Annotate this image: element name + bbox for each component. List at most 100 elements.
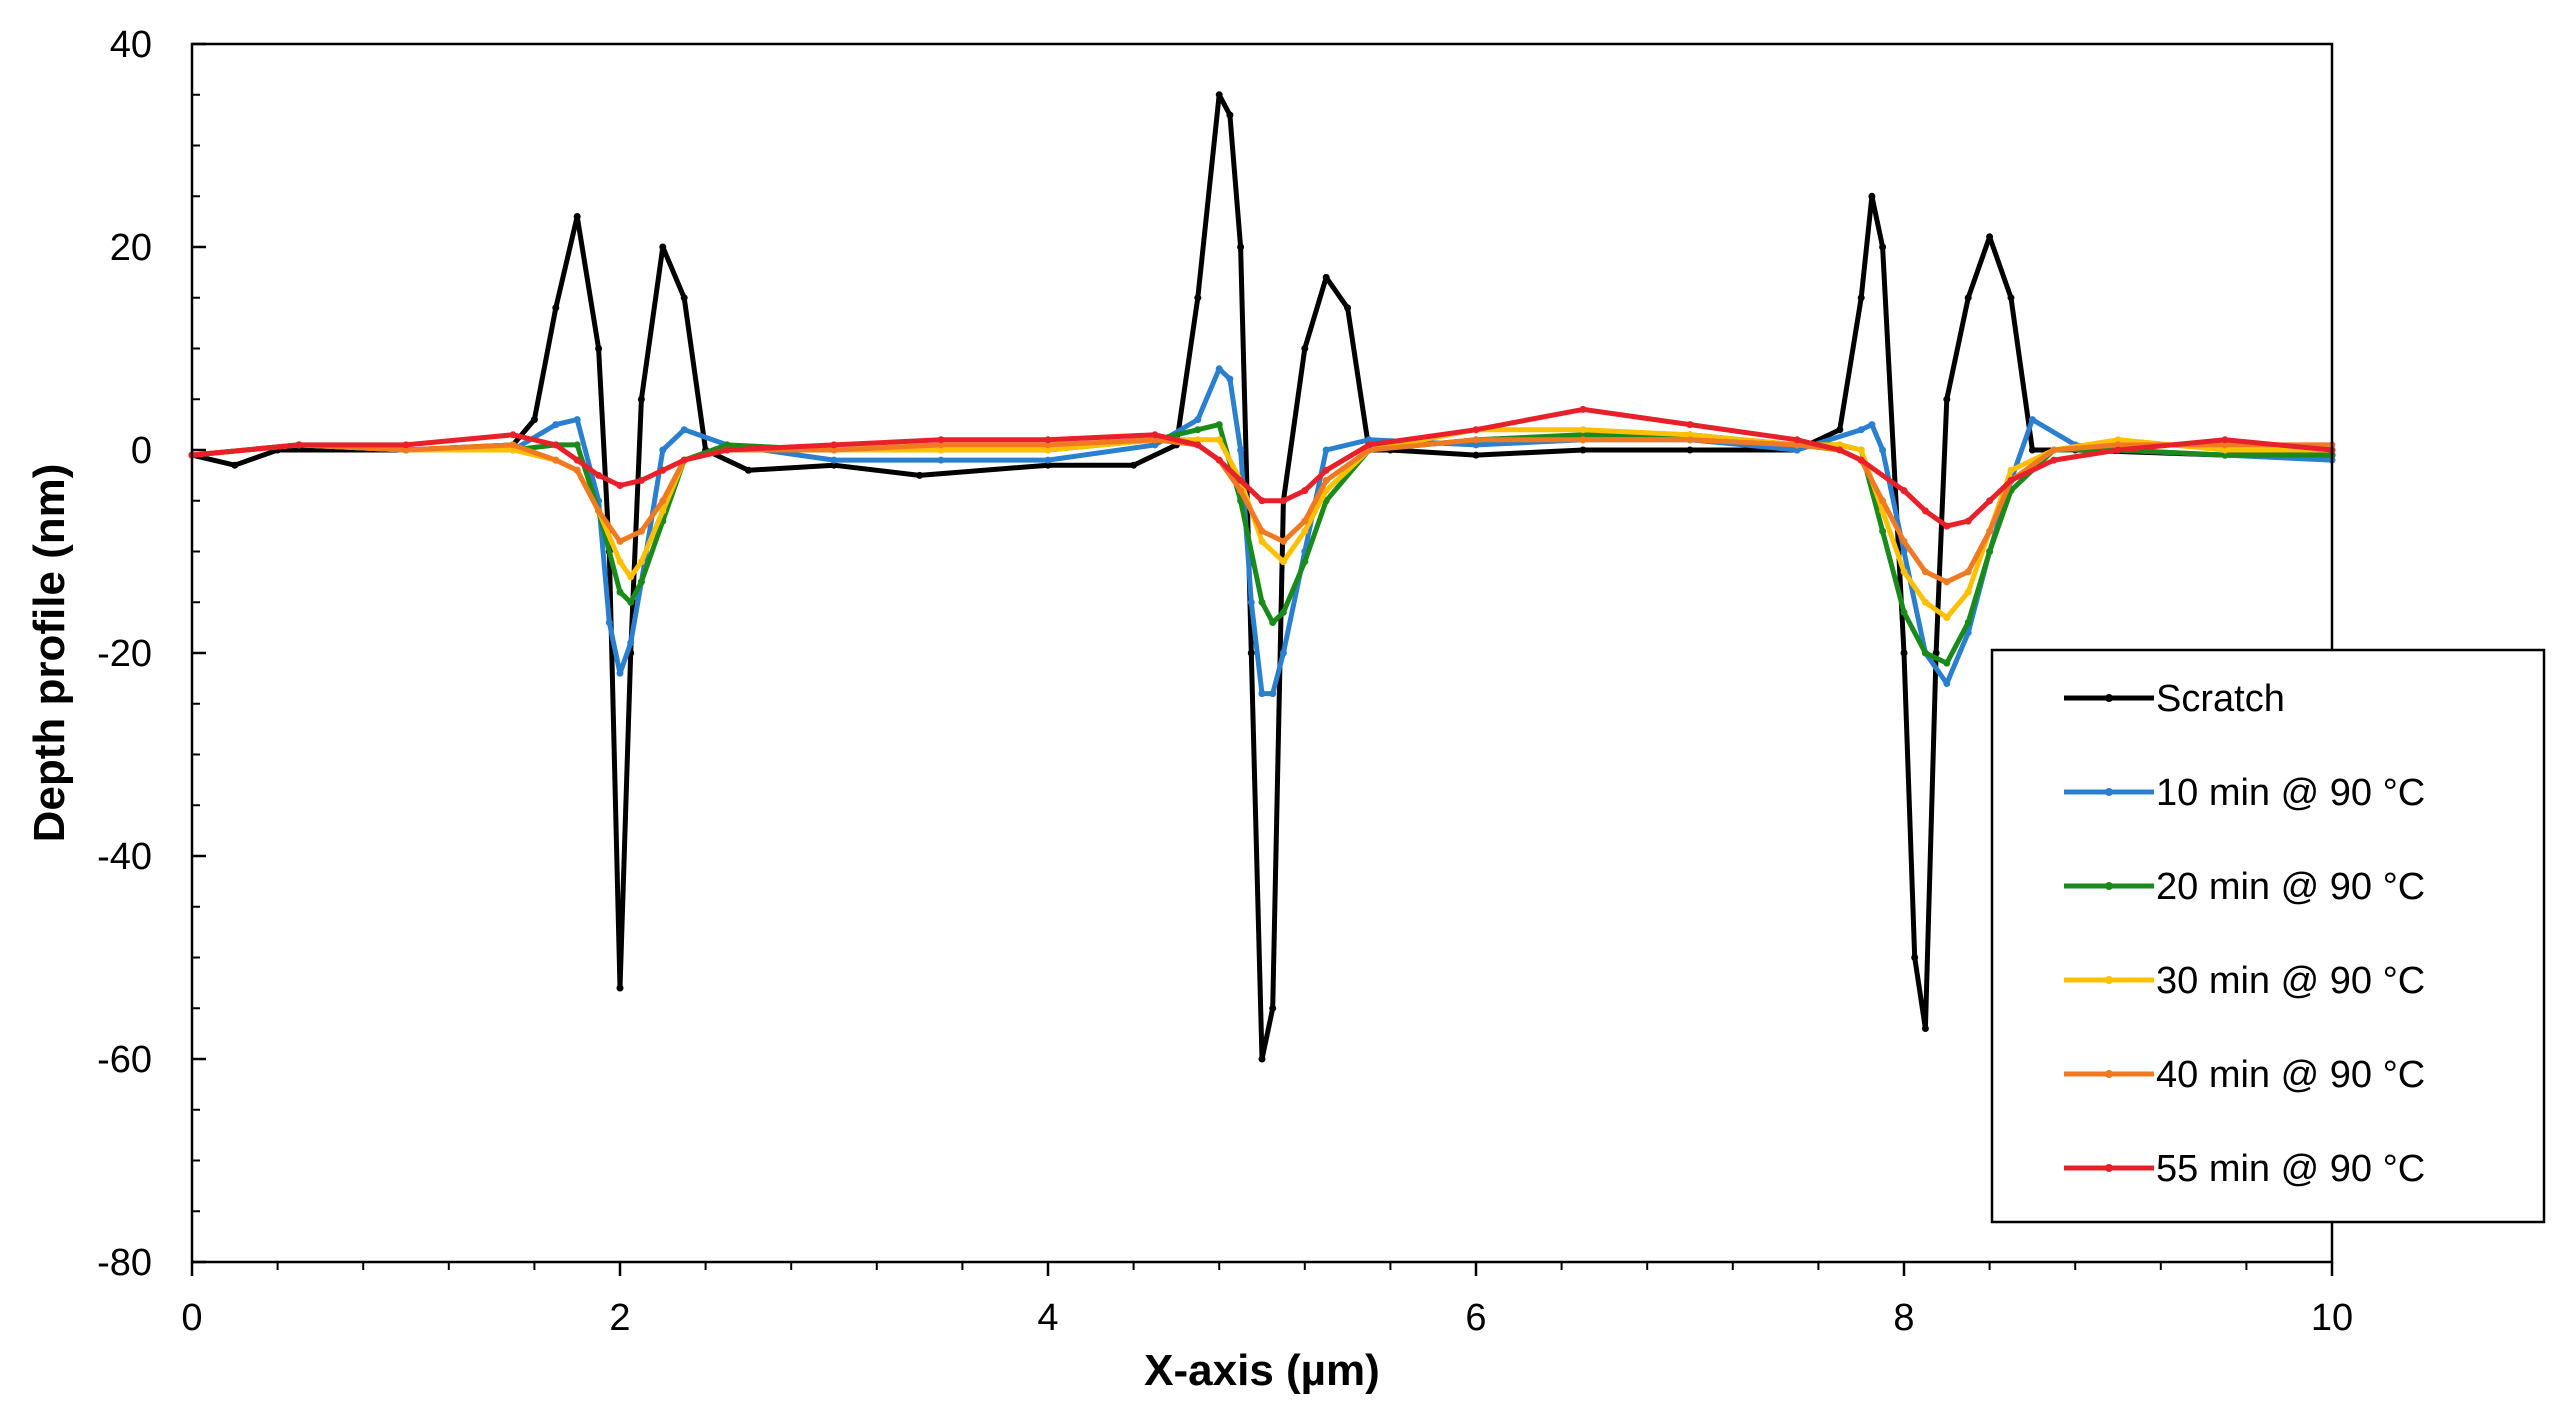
data-point xyxy=(573,416,581,424)
data-point xyxy=(637,578,645,586)
data-point xyxy=(1322,466,1330,474)
x-tick-label: 10 xyxy=(2311,1297,2353,1339)
data-point xyxy=(1472,426,1480,434)
data-point xyxy=(1579,405,1587,413)
data-point xyxy=(1943,522,1951,530)
data-point xyxy=(1943,680,1951,687)
data-point xyxy=(1044,456,1052,464)
data-point xyxy=(1921,649,1929,657)
data-point xyxy=(1044,441,1052,449)
data-point xyxy=(1964,294,1972,302)
legend-marker xyxy=(2105,694,2113,702)
data-point xyxy=(1579,446,1587,454)
data-point xyxy=(1879,497,1887,505)
x-axis-ticks: 0 2 4 6 8 10 xyxy=(181,1262,2353,1339)
data-point xyxy=(1943,395,1951,403)
data-point xyxy=(1879,446,1887,454)
data-point xyxy=(1793,441,1801,449)
data-point xyxy=(2221,436,2229,444)
y-tick-label: 0 xyxy=(131,430,152,472)
data-point xyxy=(1686,431,1694,439)
data-point xyxy=(1258,527,1266,535)
legend-label: 40 min @ 90 °C xyxy=(2156,1054,2425,1096)
data-point xyxy=(1879,527,1887,535)
data-point xyxy=(1258,1055,1266,1063)
data-point xyxy=(916,471,924,479)
legend-box xyxy=(1990,648,2546,1224)
data-point xyxy=(1793,436,1801,444)
legend-label: 10 min @ 90 °C xyxy=(2156,772,2425,814)
data-point xyxy=(1151,441,1159,449)
data-point xyxy=(659,507,667,515)
data-point xyxy=(1900,649,1908,657)
data-point xyxy=(573,466,581,474)
data-point xyxy=(1868,421,1876,429)
data-point xyxy=(530,416,538,424)
x-tick-label: 0 xyxy=(181,1297,202,1339)
legend-label: 20 min @ 90 °C xyxy=(2156,866,2425,908)
data-point xyxy=(1301,558,1309,566)
data-point xyxy=(1472,436,1480,444)
data-point xyxy=(509,431,517,439)
data-point xyxy=(659,243,667,251)
legend-item: 40 min @ 90 °C xyxy=(2064,1054,2425,1096)
data-point xyxy=(1857,426,1865,434)
data-point xyxy=(1879,243,1887,251)
data-point xyxy=(637,395,645,403)
data-point xyxy=(830,441,838,449)
y-tick-label: 40 xyxy=(110,24,152,66)
data-point xyxy=(2007,466,2015,474)
data-point xyxy=(723,441,731,449)
data-point xyxy=(402,441,410,449)
legend-marker xyxy=(2105,1164,2113,1172)
data-point xyxy=(2114,441,2122,449)
data-point xyxy=(616,558,624,566)
data-point xyxy=(1344,304,1352,312)
data-point xyxy=(2007,476,2015,484)
data-point xyxy=(1579,426,1587,434)
data-point xyxy=(659,497,667,505)
data-point xyxy=(1247,598,1255,606)
data-point xyxy=(2028,416,2036,424)
data-point xyxy=(1900,548,1908,555)
data-point xyxy=(1279,537,1287,545)
data-point xyxy=(1365,441,1373,449)
data-point xyxy=(1943,659,1951,667)
data-point xyxy=(1044,461,1052,469)
data-point xyxy=(1579,431,1587,439)
data-point xyxy=(1964,568,1972,576)
data-point xyxy=(1943,578,1951,586)
data-point xyxy=(1194,416,1202,424)
data-point xyxy=(1793,446,1801,454)
data-point xyxy=(1301,517,1309,525)
data-point xyxy=(637,476,645,484)
data-point xyxy=(1044,446,1052,454)
x-tick-label: 2 xyxy=(609,1297,630,1339)
data-point xyxy=(1194,441,1202,449)
series-line xyxy=(189,427,2335,620)
data-point xyxy=(1269,619,1277,626)
data-point xyxy=(937,446,945,454)
data-point xyxy=(1269,690,1277,698)
data-point xyxy=(1921,598,1929,606)
data-point xyxy=(402,446,410,454)
legend-marker xyxy=(2105,976,2113,984)
legend-marker xyxy=(2105,788,2113,796)
data-point xyxy=(1194,294,1202,302)
data-point xyxy=(1686,436,1694,444)
data-point xyxy=(1986,497,1994,505)
data-point xyxy=(937,436,945,444)
data-point xyxy=(1269,1004,1277,1012)
data-point xyxy=(1258,598,1266,606)
data-point xyxy=(595,345,603,352)
data-point xyxy=(680,456,688,464)
data-point xyxy=(830,456,838,464)
data-point xyxy=(595,507,603,515)
data-point xyxy=(1900,608,1908,616)
data-point xyxy=(1986,233,1994,241)
data-point xyxy=(1964,517,1972,525)
data-point xyxy=(1279,497,1287,505)
data-point xyxy=(1900,487,1908,495)
data-point xyxy=(1857,456,1865,464)
